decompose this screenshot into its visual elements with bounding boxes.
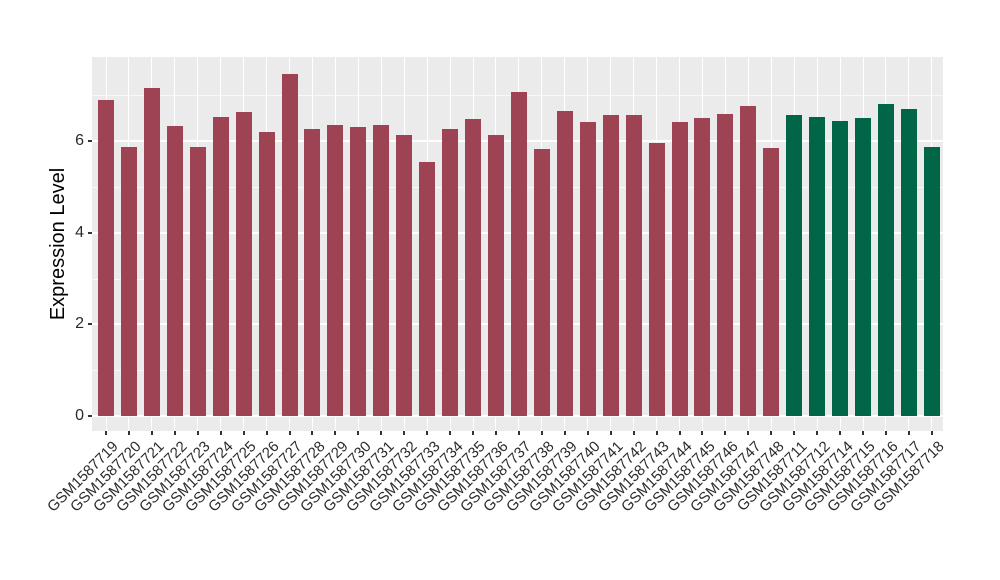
- bar-GSM1587720: [120, 146, 137, 416]
- x-axis-tick: [105, 431, 107, 435]
- x-axis-tick: [816, 431, 819, 435]
- bar-GSM1587730: [350, 126, 367, 416]
- y-tick-label: 2: [75, 315, 84, 333]
- x-axis-tick: [494, 431, 497, 435]
- x-axis-tick: [884, 431, 887, 435]
- bar-GSM1587732: [396, 135, 413, 416]
- x-axis-tick: [632, 431, 635, 435]
- bar-GSM1587747: [740, 105, 757, 416]
- bar-GSM1587745: [694, 118, 711, 416]
- x-axis-tick: [609, 431, 612, 435]
- bar-GSM1587723: [189, 146, 206, 416]
- x-axis-tick: [655, 431, 658, 435]
- x-axis-tick: [403, 431, 406, 435]
- bar-GSM1587746: [717, 113, 734, 416]
- bar-GSM1587735: [465, 119, 482, 416]
- bar-GSM1587744: [671, 121, 688, 416]
- bar-GSM1587733: [419, 162, 436, 416]
- x-axis-tick: [219, 431, 222, 435]
- bar-GSM1587729: [327, 124, 344, 416]
- bar-GSM1587717: [900, 108, 917, 416]
- y-axis-tick: [88, 140, 92, 143]
- y-tick-label: 0: [75, 407, 84, 424]
- bar-GSM1587727: [281, 73, 298, 416]
- x-axis-tick: [288, 431, 291, 435]
- major-gridline: [92, 415, 943, 417]
- x-axis-tick: [426, 431, 429, 435]
- x-axis-tick: [724, 431, 727, 435]
- x-axis-tick: [196, 431, 199, 435]
- x-axis-tick: [311, 431, 314, 435]
- x-axis-tick: [334, 431, 337, 435]
- x-axis-tick: [678, 431, 681, 435]
- y-tick-label: 4: [75, 223, 84, 241]
- bar-GSM1587722: [166, 125, 183, 416]
- bar-GSM1587740: [579, 121, 596, 416]
- bar-GSM1587725: [235, 111, 252, 416]
- y-tick-label: 6: [75, 132, 84, 150]
- x-axis-tick: [770, 431, 773, 435]
- x-axis-tick: [265, 431, 268, 435]
- bar-GSM1587728: [304, 128, 321, 416]
- x-axis-tick: [862, 431, 865, 435]
- bar-GSM1587714: [832, 120, 849, 416]
- bar-GSM1587748: [763, 147, 780, 416]
- bar-GSM1587716: [877, 103, 894, 416]
- x-axis-tick: [930, 431, 933, 435]
- plot-panel: [92, 57, 943, 431]
- bar-GSM1587739: [556, 110, 573, 416]
- y-axis-tick: [88, 231, 92, 234]
- x-axis-tick: [586, 431, 589, 435]
- bar-GSM1587741: [602, 114, 619, 416]
- bar-GSM1587726: [258, 131, 275, 416]
- x-axis-tick: [839, 431, 842, 435]
- x-axis-tick: [747, 431, 750, 435]
- bar-GSM1587712: [809, 117, 826, 416]
- x-axis-tick: [701, 431, 704, 435]
- bar-GSM1587742: [625, 114, 642, 416]
- x-axis-tick: [517, 431, 520, 435]
- x-axis-tick: [472, 431, 475, 435]
- x-axis-tick: [150, 431, 153, 435]
- x-axis-tick: [242, 431, 245, 435]
- bar-GSM1587721: [143, 88, 160, 416]
- x-axis-tick: [380, 431, 383, 435]
- bar-GSM1587711: [786, 114, 803, 416]
- bar-GSM1587718: [923, 146, 940, 416]
- bar-GSM1587738: [533, 148, 550, 416]
- x-axis-tick: [127, 431, 130, 435]
- x-axis-tick: [563, 431, 566, 435]
- bar-GSM1587734: [442, 129, 459, 416]
- y-axis-tick: [88, 415, 92, 417]
- bar-GSM1587736: [487, 135, 504, 416]
- bar-GSM1587737: [510, 92, 527, 416]
- x-axis-tick: [173, 431, 176, 435]
- bar-GSM1587743: [648, 142, 665, 416]
- x-axis-tick: [540, 431, 543, 435]
- y-axis-tick: [88, 323, 92, 326]
- x-axis-tick: [449, 431, 452, 435]
- bar-GSM1587731: [373, 124, 390, 416]
- x-axis-tick: [793, 431, 796, 435]
- bar-GSM1587715: [855, 118, 872, 416]
- bar-GSM1587719: [98, 99, 114, 416]
- x-axis-tick: [907, 431, 910, 435]
- x-axis-tick: [357, 431, 360, 435]
- bar-GSM1587724: [212, 117, 229, 416]
